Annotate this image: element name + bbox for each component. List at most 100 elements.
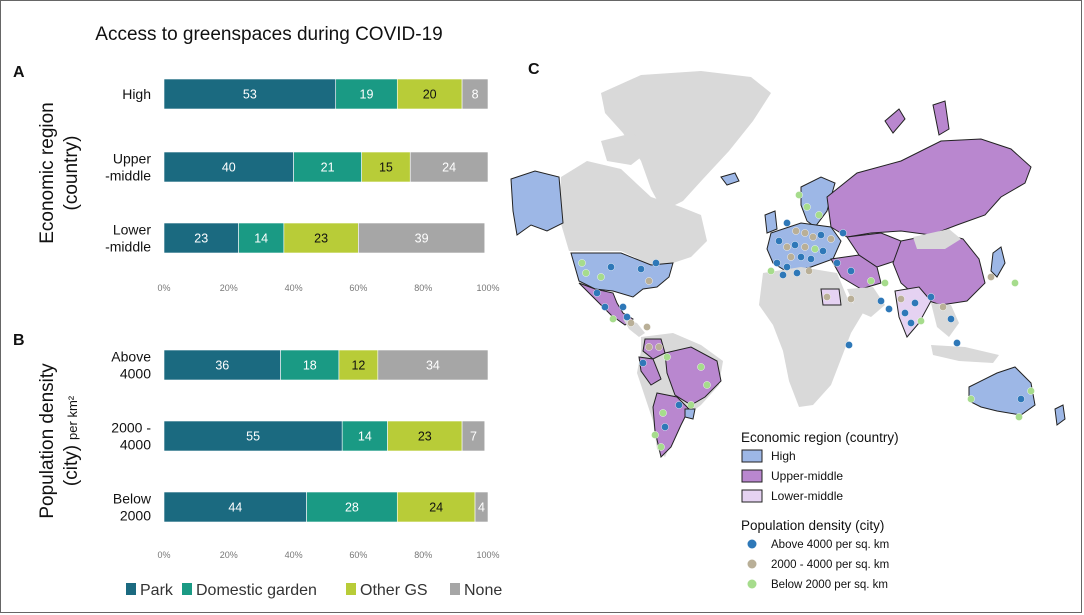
y-axis-label-line: Economic region [37, 102, 58, 244]
panel-label-a: A [13, 64, 25, 81]
map-city-dot [1011, 279, 1019, 287]
bar-value-label: 21 [321, 161, 335, 175]
bar-domestic-garden [335, 78, 398, 110]
bar-value-label: 44 [228, 501, 242, 515]
map-city-dot [783, 243, 791, 251]
map-arctic-islands [601, 113, 691, 165]
map-city-dot [661, 423, 669, 431]
map-uruguay [684, 408, 696, 420]
map-city-dot [675, 401, 683, 409]
map-city-dot [619, 303, 627, 311]
legend-swatch-park [126, 583, 136, 595]
category-label: 4000 [120, 437, 151, 453]
map-city-dot [901, 309, 909, 317]
map-se-asia [931, 303, 959, 337]
y-axis-label-line: (country) [61, 136, 82, 211]
map-city-dot [687, 401, 695, 409]
map-city-dot [917, 317, 925, 325]
x-tick-label: 0% [157, 283, 170, 293]
bar-value-label: 12 [351, 359, 365, 373]
bar-value-label: 15 [379, 161, 393, 175]
map-city-dot [953, 339, 961, 347]
x-tick-label: 20% [220, 283, 238, 293]
map-indonesia [931, 345, 999, 363]
map-legend-swatch-high [741, 449, 763, 463]
bar-domestic-garden [280, 349, 340, 381]
category-label: Above [111, 349, 151, 365]
bar-park [163, 78, 337, 110]
map-japan [990, 246, 1006, 278]
x-tick-label: 20% [220, 550, 238, 560]
bar-value-label: 20 [423, 88, 437, 102]
map-city-dot [847, 295, 855, 303]
map-city-dot [663, 353, 671, 361]
map-legend-label-high: High [771, 449, 796, 463]
map-legend: Economic region (country) High Upper-mid… [741, 430, 899, 591]
bar-other-gs [387, 420, 463, 452]
map-legend-label-upper-middle: Upper-middle [771, 469, 843, 483]
bar-value-label: 18 [303, 359, 317, 373]
category-label: 4000 [120, 366, 151, 382]
map-australia [968, 366, 1036, 416]
map-city-dot [703, 381, 711, 389]
bar-value-label: 28 [345, 501, 359, 515]
bar-value-label: 23 [314, 232, 328, 246]
map-city-dot [811, 245, 819, 253]
map-legend-swatch-lower-middle [741, 489, 763, 503]
figure-title: Access to greenspaces during COVID-19 [95, 24, 442, 45]
bar-value-label: 8 [472, 88, 479, 102]
y-axis-label: Economic region (country) [37, 102, 82, 244]
map-city-dot [867, 277, 875, 285]
bar-other-gs [396, 491, 476, 523]
map-city-dot [697, 363, 705, 371]
map-city-dot [833, 259, 841, 267]
map-city-dot [947, 315, 955, 323]
map-city-dot [987, 273, 995, 281]
map-city-dot [775, 237, 783, 245]
bar-none [377, 349, 489, 381]
map-iceland [720, 172, 740, 186]
map-city-dot [643, 323, 651, 331]
map-city-dot [885, 305, 893, 313]
x-tick-label: 40% [285, 283, 303, 293]
map-legend-dot-above-4000 [747, 539, 757, 549]
bar-park [163, 491, 307, 523]
map-legend-region-title: Economic region (country) [741, 430, 899, 445]
bar-value-label: 14 [254, 232, 268, 246]
category-label: Lower [113, 222, 151, 238]
map-city-dot [967, 395, 975, 403]
map-city-dot [792, 227, 800, 235]
map-city-dot [805, 267, 813, 275]
legend-label-none: None [464, 582, 502, 599]
map-city-dot [815, 211, 823, 219]
map-city-dot [939, 303, 947, 311]
map-legend-density-title: Population density (city) [741, 518, 884, 533]
map-city-dot [609, 315, 617, 323]
bar-none [474, 491, 489, 523]
map-legend-dot-below-2000 [747, 579, 757, 589]
bar-park [163, 222, 239, 254]
bar-value-label: 4 [478, 501, 485, 515]
bar-value-label: 7 [470, 430, 477, 444]
bar-domestic-garden [306, 491, 398, 523]
bar-park [163, 420, 343, 452]
map-city-dot [593, 289, 601, 297]
bar-none [461, 78, 489, 110]
legend-swatch-domestic-garden [182, 583, 192, 595]
map-city-dot [907, 319, 915, 327]
map-far-east-island [932, 100, 950, 136]
bar-value-label: 55 [246, 430, 260, 444]
map-city-dot [607, 263, 615, 271]
map-city-dot [623, 313, 631, 321]
legend-swatch-other-gs [346, 583, 356, 595]
map-city-dot [657, 443, 665, 451]
map-city-dot [655, 343, 663, 351]
map-legend-label-lower-middle: Lower-middle [771, 489, 843, 503]
map-legend-label-below-2000: Below 2000 per sq. km [771, 579, 888, 591]
panel-label-b: B [13, 332, 25, 349]
legend-label-other-gs: Other GS [360, 582, 428, 599]
map-city-dot [1027, 387, 1035, 395]
